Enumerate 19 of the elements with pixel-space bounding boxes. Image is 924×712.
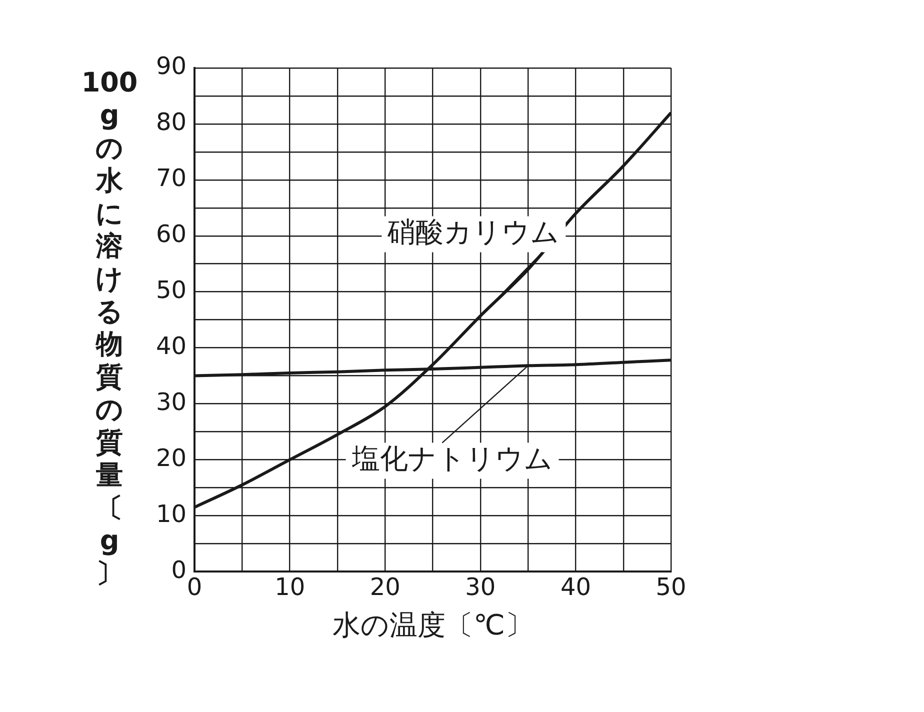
y-tick-label: 70 xyxy=(156,164,187,192)
series-label: 硝酸カリウム xyxy=(386,215,560,248)
y-tick-label: 10 xyxy=(156,500,187,528)
y-tick-label: 80 xyxy=(156,108,187,136)
y-tick-label: 90 xyxy=(156,52,187,80)
y-tick-label: 0 xyxy=(171,556,187,584)
x-axis-title: 水の温度〔℃〕 xyxy=(332,608,533,642)
text: 100gの水に溶ける物質の質量〔g〕 xyxy=(81,67,138,590)
y-tick-label: 60 xyxy=(156,220,187,248)
y-tick-label: 20 xyxy=(156,444,187,472)
y-tick-label: 50 xyxy=(156,276,187,304)
x-tick-label: 10 xyxy=(274,573,306,602)
x-tick-label: 30 xyxy=(465,573,496,602)
text: 塩化ナトリウム xyxy=(350,442,553,476)
x-tick-label: 20 xyxy=(370,573,400,602)
x-tick-label: 50 xyxy=(656,573,686,602)
y-tick-label: 40 xyxy=(156,332,187,360)
y-tick-label: 30 xyxy=(156,388,187,416)
x-tick-label: 40 xyxy=(560,573,591,602)
